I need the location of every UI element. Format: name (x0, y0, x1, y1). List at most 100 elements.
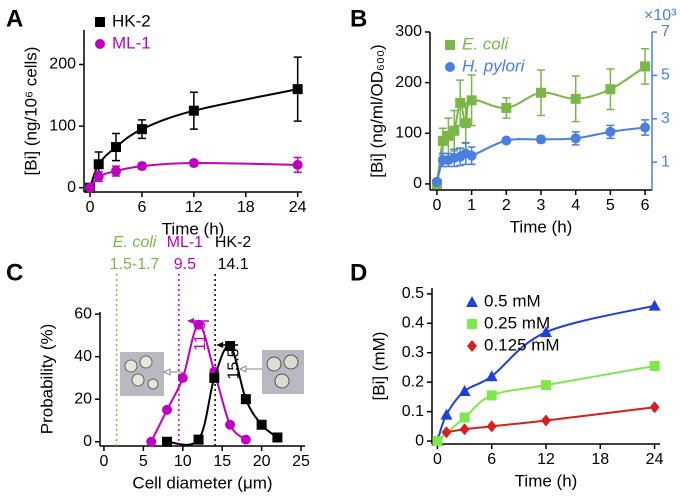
arrow-head (238, 365, 247, 373)
x-tick-label: 4 (571, 197, 580, 214)
y-tick-label: 0.5 (402, 285, 424, 302)
panel-label: C (6, 259, 23, 286)
marker (536, 87, 546, 98)
reference-name: ML-1 (167, 234, 204, 251)
y-tick-label: 60 (74, 305, 92, 322)
marker (93, 171, 104, 182)
marker (501, 102, 512, 113)
cell (274, 373, 290, 389)
marker (648, 299, 661, 311)
y2-tick-label: 3 (661, 110, 670, 127)
marker (486, 390, 497, 401)
y-tick-label: 300 (395, 23, 422, 40)
peak-arrow-head (186, 318, 194, 324)
legend-label: H. pylori (462, 56, 526, 75)
y-tick-label: 200 (49, 56, 76, 73)
reference-label: 1.5-1.7 (110, 256, 160, 273)
fit-curve (446, 406, 655, 434)
y2-axis-label: ×10³ (644, 7, 677, 24)
marker (431, 176, 442, 187)
marker (541, 380, 551, 391)
x-tick-label: 0 (99, 453, 108, 470)
y-tick-label: 100 (49, 117, 76, 134)
x-axis-label: Time (h) (162, 219, 225, 238)
x-tick-label: 0 (86, 199, 95, 216)
legend-marker (467, 340, 477, 352)
x-tick-label: 24 (289, 199, 307, 216)
marker (136, 161, 147, 172)
marker (441, 426, 452, 439)
cell (131, 373, 145, 387)
x-tick-label: 12 (185, 199, 203, 216)
marker (225, 341, 236, 352)
marker (111, 166, 122, 177)
x-tick-label: 6 (641, 197, 650, 214)
x-tick-label: 5 (139, 453, 148, 470)
marker (225, 419, 236, 430)
marker (486, 420, 497, 433)
marker (136, 124, 147, 135)
marker (272, 432, 283, 443)
y-tick-label: 40 (74, 348, 92, 365)
marker (460, 118, 471, 129)
marker (188, 158, 199, 169)
marker (188, 105, 199, 116)
inset-ml1 (120, 352, 184, 396)
y-tick-label: 0 (83, 433, 92, 450)
marker (93, 159, 104, 170)
panel-label: B (350, 5, 367, 32)
reference-label: 9.5 (174, 256, 196, 273)
marker (193, 434, 204, 445)
legend-marker (95, 39, 105, 49)
reference-name: E. coli (113, 234, 157, 251)
marker (111, 142, 122, 153)
cell (124, 359, 138, 373)
x-tick-label: 5 (606, 197, 615, 214)
marker (455, 97, 466, 108)
y-tick-label: 0 (415, 432, 424, 449)
marker (605, 126, 616, 137)
marker (256, 419, 267, 430)
marker (649, 361, 660, 371)
legend-marker (95, 17, 105, 27)
marker (541, 414, 551, 427)
y-tick-label: 0.1 (402, 403, 424, 420)
marker (466, 150, 477, 161)
x-tick-label: 15 (213, 453, 231, 470)
y-tick-label: 100 (395, 125, 422, 142)
arrow-head (162, 368, 171, 376)
marker (640, 122, 651, 133)
x-tick-label: 12 (537, 451, 555, 468)
y-tick-label: 0 (413, 175, 422, 192)
marker (177, 372, 188, 383)
legend-marker (445, 40, 455, 50)
x-tick-label: 10 (174, 453, 192, 470)
x-tick-label: 18 (237, 199, 255, 216)
x-tick-label: 1 (467, 197, 476, 214)
y-tick-label: 0.2 (402, 373, 424, 390)
x-tick-label: 2 (502, 197, 511, 214)
x-tick-label: 20 (253, 453, 271, 470)
y-axis-label: [Bi] (ng/ml/OD₆₀₀) (367, 44, 386, 177)
marker (640, 61, 651, 72)
marker (459, 423, 470, 436)
marker (193, 319, 204, 330)
marker (649, 401, 660, 414)
y-tick-label: 0 (67, 179, 76, 196)
x-axis-label: Cell diameter (μm) (132, 473, 272, 492)
y-axis-label: [Bi] (mM) (369, 332, 388, 401)
cell (139, 355, 153, 369)
legend-marker (445, 62, 455, 72)
marker (437, 135, 448, 146)
fit-curve (166, 344, 279, 446)
marker (162, 436, 173, 447)
peak-arrow-head (216, 342, 224, 348)
marker (466, 95, 477, 106)
legend-label: ML-1 (112, 33, 151, 52)
legend-label: HK-2 (112, 11, 151, 30)
legend-label: 0.5 mM (484, 291, 541, 310)
marker (162, 404, 173, 415)
x-tick-label: 0 (432, 197, 441, 214)
panel-label: D (350, 259, 367, 286)
